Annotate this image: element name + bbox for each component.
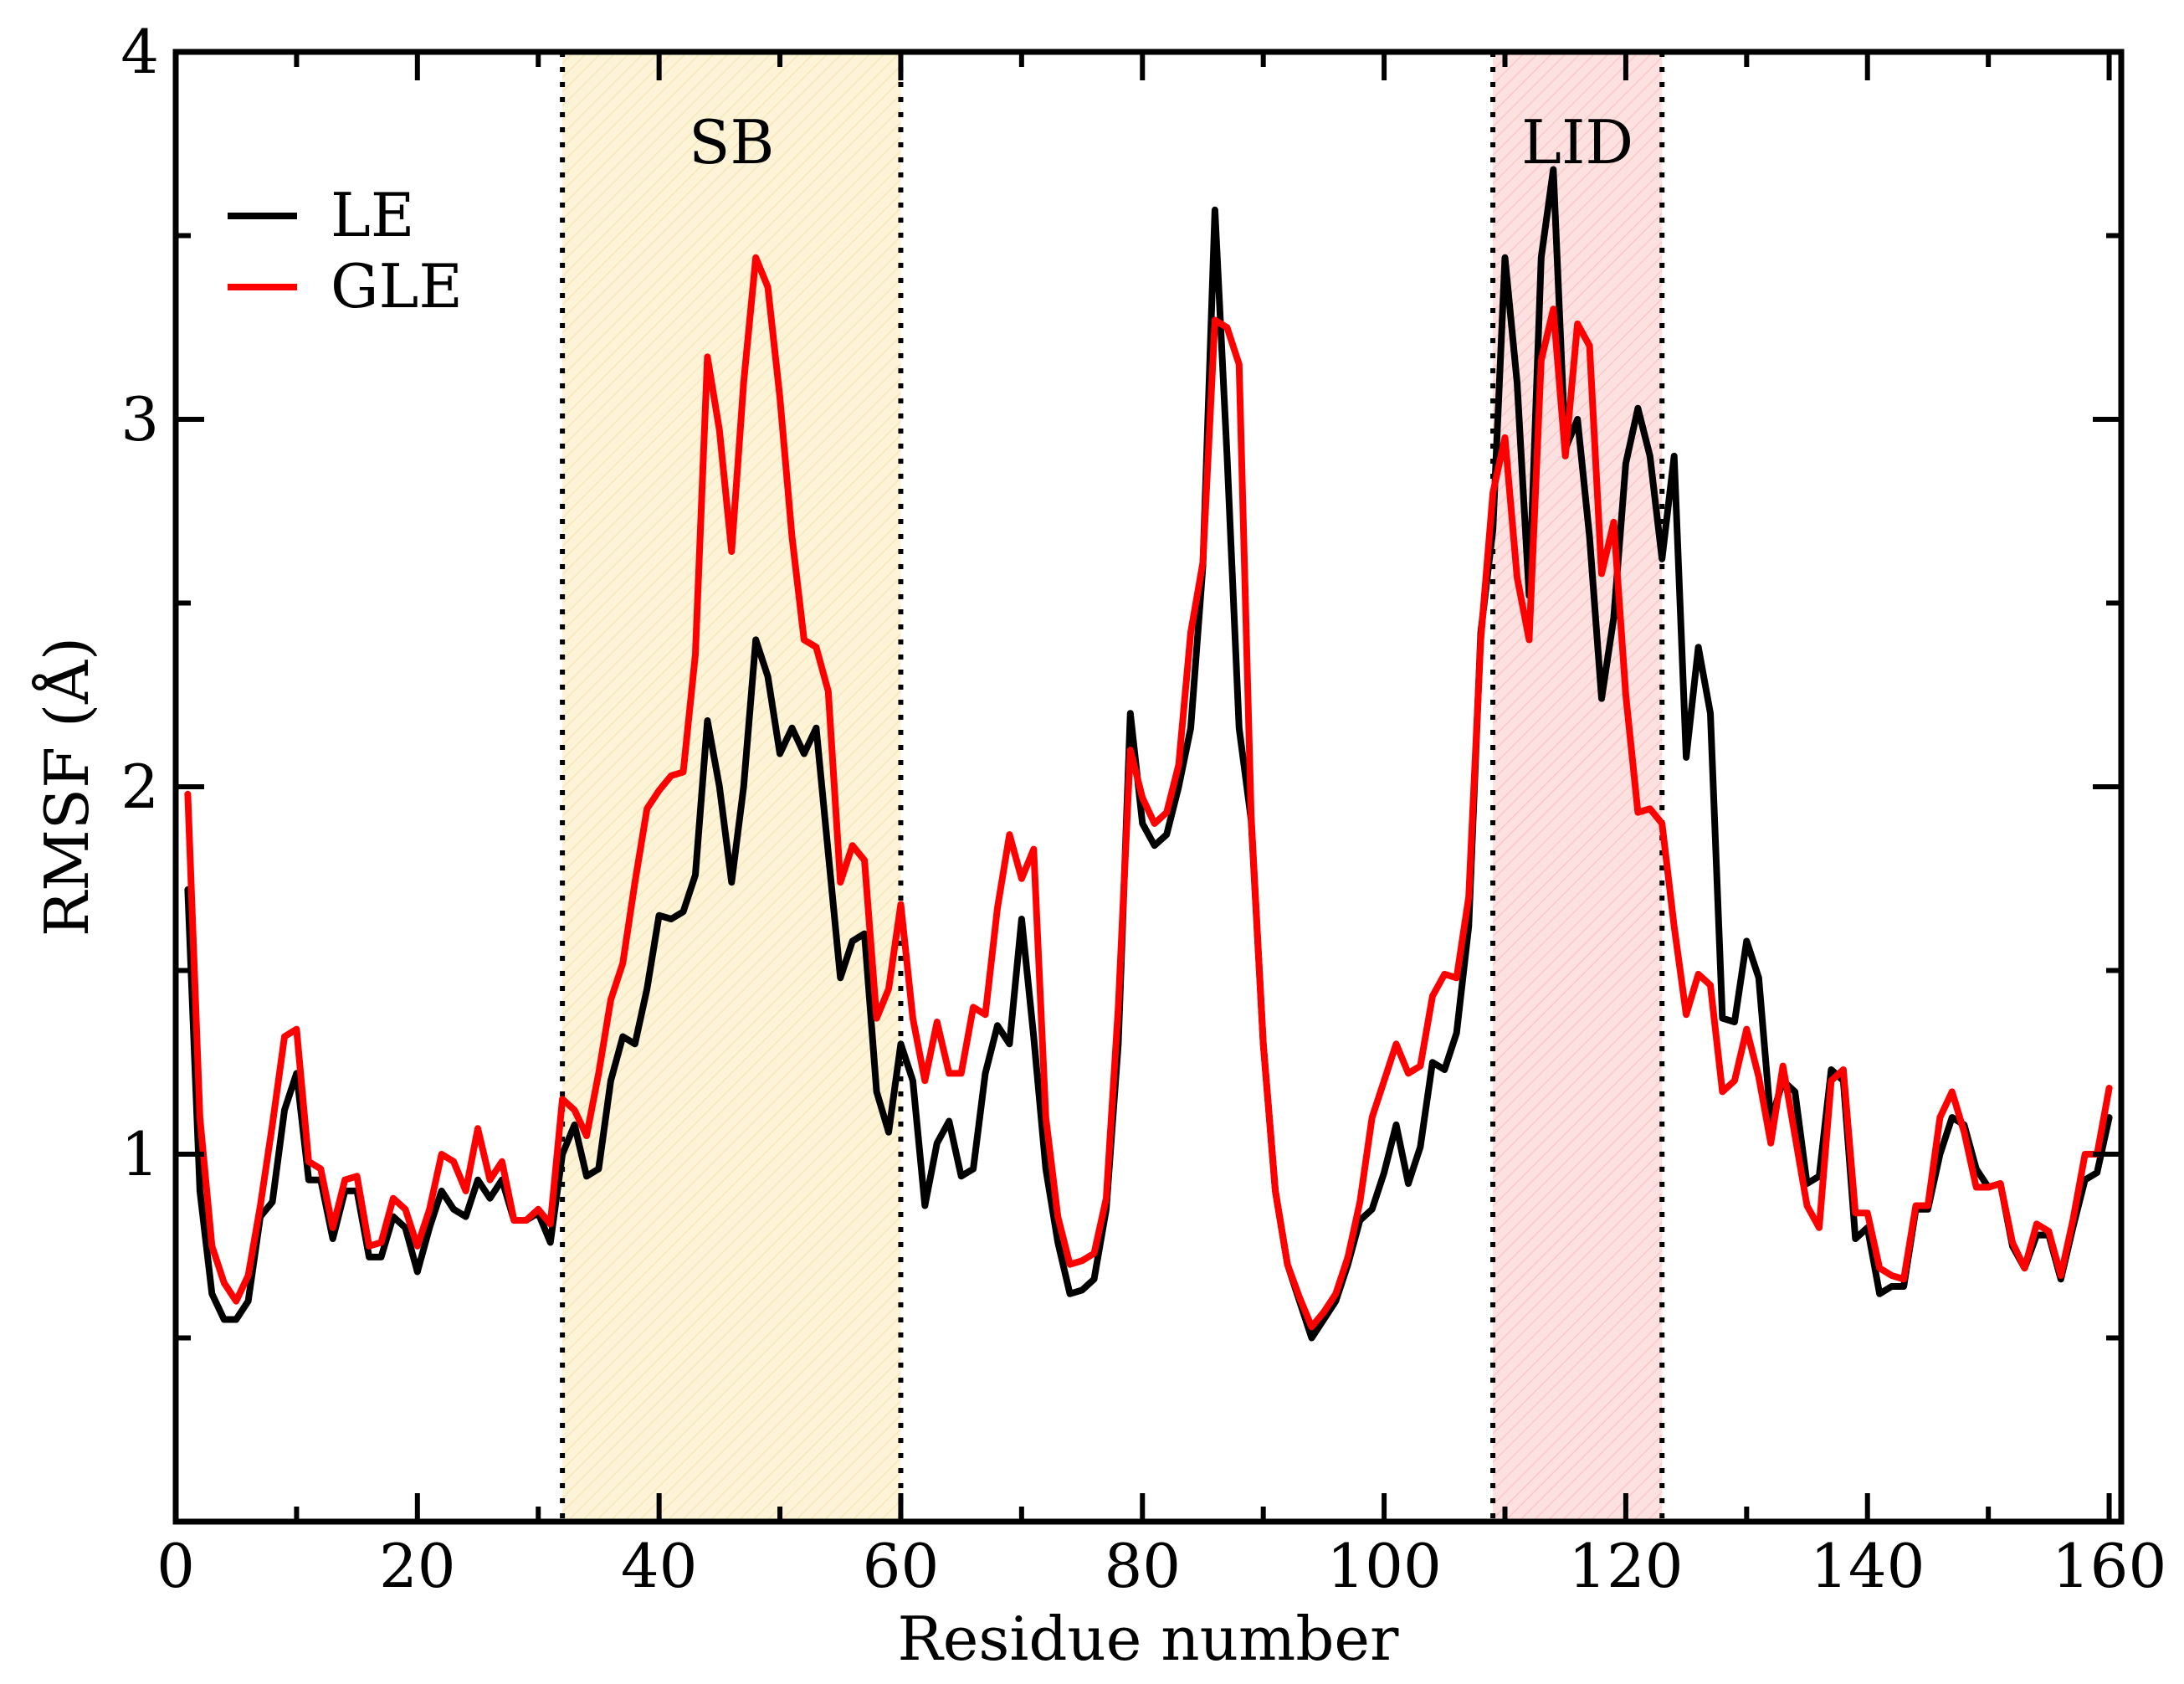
y-tick-label: 2 <box>120 752 159 822</box>
x-tick-label: 100 <box>1326 1531 1441 1601</box>
data-series <box>184 166 2113 1342</box>
y-tick-label: 1 <box>120 1119 159 1189</box>
x-tick-label: 140 <box>1810 1531 1925 1601</box>
x-tick-label: 20 <box>379 1531 456 1601</box>
series-line-le <box>184 166 2113 1342</box>
highlight-regions: SB LID <box>560 52 1665 1522</box>
y-axis-title: RMSF (Å) <box>31 637 102 937</box>
x-tick-label: 0 <box>156 1531 195 1601</box>
region-sb-label: SB <box>689 107 774 177</box>
x-tick-label: 60 <box>863 1531 940 1601</box>
x-tick-label: 40 <box>621 1531 698 1601</box>
x-tick-label: 120 <box>1568 1531 1683 1601</box>
region-sb-band <box>562 52 901 1522</box>
legend-label-gle: GLE <box>331 251 463 321</box>
x-axis-title: Residue number <box>898 1604 1399 1674</box>
legend-label-le: LE <box>331 180 414 250</box>
series-line-gle <box>184 254 2113 1331</box>
tick-marks <box>173 49 2121 1522</box>
axes <box>172 49 2125 1525</box>
tick-labels: 0 20 40 60 80 100 120 140 160 1 2 3 4 <box>120 17 2166 1601</box>
plot-frame <box>172 49 2125 1525</box>
legend: LE GLE <box>228 180 463 321</box>
x-tick-label: 160 <box>2052 1531 2166 1601</box>
y-tick-label: 4 <box>120 17 159 87</box>
y-tick-label: 3 <box>120 384 159 454</box>
region-lid-label: LID <box>1521 107 1633 177</box>
x-tick-label: 80 <box>1104 1531 1181 1601</box>
